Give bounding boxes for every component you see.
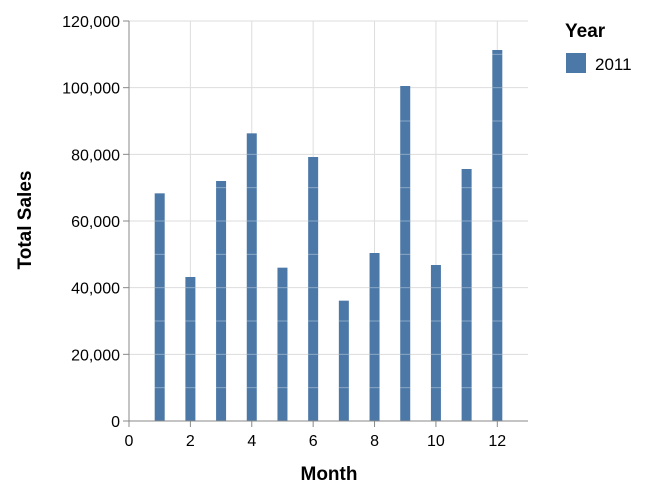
legend-label-2011: 2011 [595,55,632,74]
x-tick-label: 8 [370,433,379,450]
x-tick-label: 12 [488,433,506,450]
bar-month-6 [308,157,319,421]
bar-month-1 [154,193,165,421]
bar-month-8 [369,253,380,421]
y-tick-label: 60,000 [71,214,120,231]
x-tick-label: 10 [427,433,445,450]
x-axis-title: Month [301,464,358,485]
bar-month-4 [246,133,257,422]
legend-title: Year [565,21,606,42]
x-axis-ticks: 0 2 4 6 8 10 12 [125,421,506,450]
y-tick-label: 100,000 [62,81,120,98]
bar-month-12 [492,50,503,421]
bars [154,50,503,422]
bar-month-10 [430,265,441,421]
bar-month-3 [216,181,227,421]
bar-month-9 [400,86,411,421]
y-tick-label: 0 [111,414,120,431]
legend: Year 2011 [565,21,632,74]
x-tick-label: 4 [247,433,256,450]
bar-month-5 [277,267,288,421]
y-tick-label: 120,000 [62,14,120,31]
x-tick-label: 6 [309,433,318,450]
bar-month-11 [461,169,472,421]
x-tick-label: 2 [186,433,195,450]
x-tick-label: 0 [125,433,134,450]
y-axis-title: Total Sales [15,171,36,270]
bar-month-7 [338,300,349,421]
legend-swatch-2011 [566,53,586,73]
bar-month-2 [185,277,196,421]
y-tick-label: 80,000 [71,147,120,164]
y-tick-label: 40,000 [71,281,120,298]
y-axis-ticks: 0 20,000 40,000 60,000 80,000 100,000 120,000 [62,14,129,431]
y-tick-label: 20,000 [71,347,120,364]
grid-lines [128,20,528,422]
